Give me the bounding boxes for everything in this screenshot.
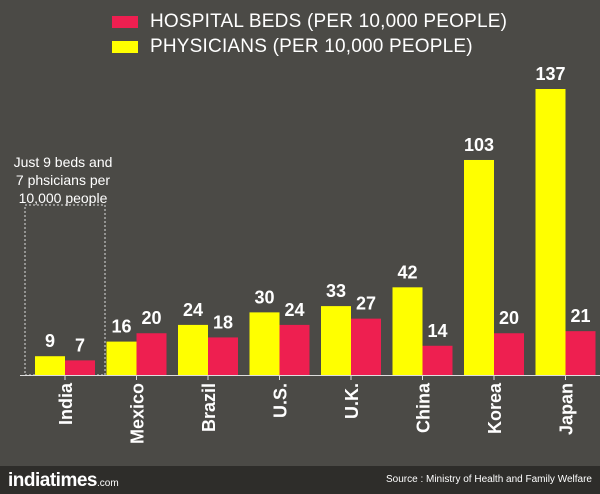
- legend-label-hospital-beds: HOSPITAL BEDS (PER 10,000 PEOPLE): [150, 11, 508, 32]
- data-label-japan-physicians: 137: [535, 64, 565, 84]
- bar-u-k-physicians: [321, 306, 351, 375]
- data-label-u-s-physicians: 30: [254, 287, 274, 307]
- x-tick-label-brazil: Brazil: [199, 383, 219, 432]
- bar-china-physicians: [392, 287, 423, 375]
- bar-india-beds: [65, 360, 95, 375]
- bar-chart: 9 7 India 16 20 Mexico 24 18 Brazil 30 24 U.S. 33 27 U…: [20, 64, 600, 444]
- x-tick-label-japan: Japan: [557, 383, 577, 435]
- x-tick-label-china: China: [414, 382, 434, 433]
- data-label-india-physicians: 9: [45, 331, 55, 351]
- bar-u-s-beds: [279, 324, 310, 375]
- data-label-brazil-physicians: 24: [183, 300, 203, 320]
- bar-brazil-beds: [208, 337, 238, 375]
- data-label-korea-beds: 20: [499, 308, 519, 328]
- legend-swatch-hospital-beds: [112, 16, 138, 28]
- bar-u-s-physicians: [249, 312, 280, 375]
- india-highlight-box: [24, 204, 106, 376]
- legend-label-physicians: PHYSICIANS (PER 10,000 PEOPLE): [150, 36, 473, 57]
- annotation-line-1: Just 9 beds and: [13, 154, 113, 170]
- x-tick-label-korea: Korea: [485, 382, 505, 434]
- bar-korea-beds: [494, 333, 524, 375]
- bar-japan-beds: [565, 331, 596, 375]
- source-note: Source : Ministry of Health and Family W…: [385, 474, 592, 485]
- bar-china-beds: [422, 345, 453, 375]
- bar-japan-physicians: [535, 89, 566, 375]
- annotation-line-2: 7 phsicians per: [15, 172, 111, 188]
- x-tick-label-india: India: [56, 382, 76, 425]
- footer: indiatimes.com Source : Ministry of Heal…: [0, 466, 600, 494]
- legend-hospital-beds: HOSPITAL BEDS (PER 10,000 PEOPLE): [112, 11, 507, 33]
- india-annotation: Just 9 beds and 7 phsicians per 10,000 p…: [10, 153, 116, 207]
- annotation-line-3: 10,000 people: [18, 190, 108, 206]
- data-label-mexico-physicians: 16: [111, 317, 131, 337]
- bar-brazil-physicians: [178, 324, 208, 375]
- bar-mexico-beds: [136, 333, 167, 375]
- data-label-india-beds: 7: [75, 335, 85, 355]
- data-label-china-beds: 14: [427, 321, 447, 341]
- data-label-mexico-beds: 20: [141, 308, 161, 328]
- bar-korea-physicians: [464, 159, 494, 375]
- data-label-u-s-beds: 24: [284, 300, 304, 320]
- data-label-china-physicians: 42: [397, 262, 417, 282]
- data-label-u-k-physicians: 33: [326, 281, 346, 301]
- indiatimes-logo: indiatimes.com: [8, 470, 119, 492]
- data-label-u-k-beds: 27: [356, 294, 376, 314]
- x-tick-label-mexico: Mexico: [128, 383, 148, 444]
- legend-physicians: PHYSICIANS (PER 10,000 PEOPLE): [112, 36, 473, 58]
- logo-text: indiatimes: [8, 470, 97, 491]
- x-tick-label-u-s: U.S.: [271, 383, 291, 418]
- bar-mexico-physicians: [106, 341, 137, 375]
- x-tick-label-u-k: U.K.: [342, 383, 362, 419]
- legend-swatch-physicians: [112, 41, 138, 53]
- bar-u-k-beds: [351, 318, 381, 375]
- data-label-korea-physicians: 103: [464, 135, 494, 155]
- data-label-brazil-beds: 18: [213, 312, 233, 332]
- logo-suffix: .com: [96, 478, 119, 489]
- data-label-japan-beds: 21: [570, 306, 590, 326]
- bar-india-physicians: [35, 356, 65, 375]
